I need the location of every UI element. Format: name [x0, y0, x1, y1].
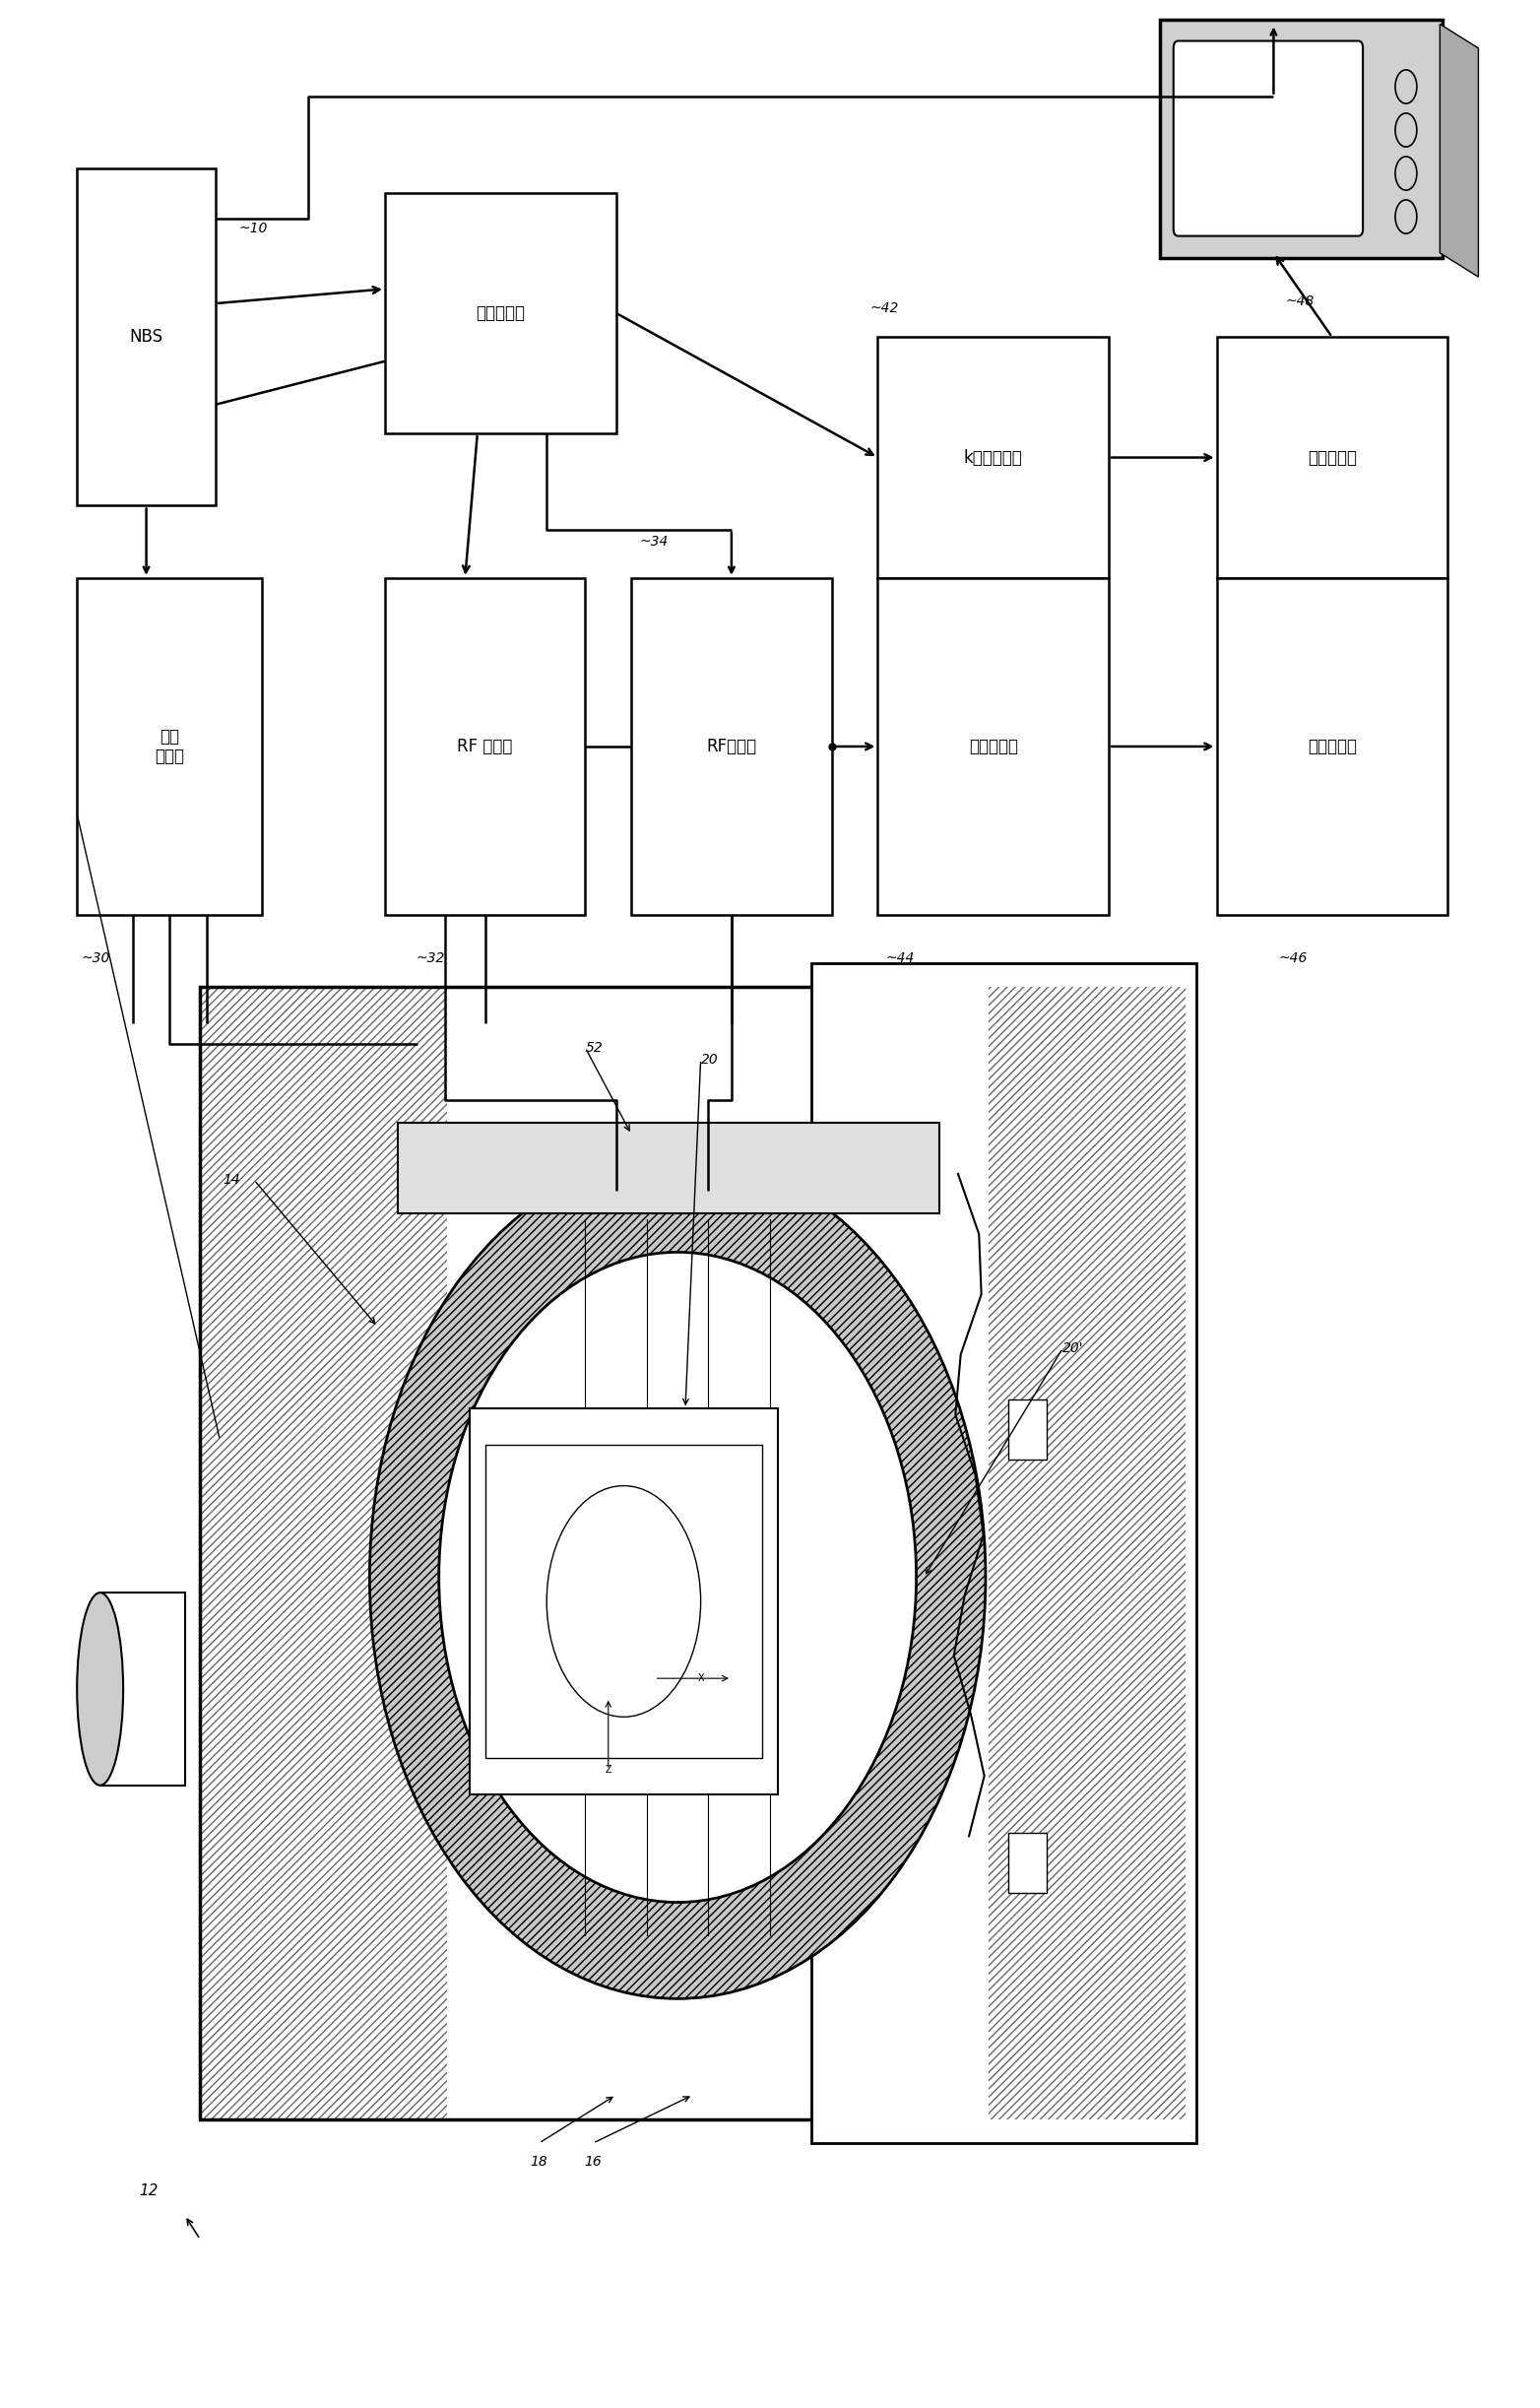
FancyBboxPatch shape [77, 169, 216, 506]
Text: 梯度
放大器: 梯度 放大器 [154, 727, 185, 766]
FancyBboxPatch shape [812, 963, 1197, 2143]
Ellipse shape [439, 1252, 916, 1902]
Text: 16: 16 [584, 2155, 602, 2170]
FancyBboxPatch shape [1217, 337, 1448, 578]
Text: ~34: ~34 [639, 535, 668, 549]
FancyBboxPatch shape [1217, 578, 1448, 915]
Ellipse shape [77, 1592, 123, 1784]
Text: Z: Z [605, 1765, 611, 1775]
Text: X: X [698, 1674, 704, 1683]
Text: 14: 14 [223, 1173, 240, 1187]
Text: ~50: ~50 [1178, 149, 1207, 164]
FancyBboxPatch shape [878, 578, 1109, 915]
FancyBboxPatch shape [485, 1445, 762, 1758]
Text: ~46: ~46 [1278, 951, 1307, 966]
Text: 52: 52 [585, 1040, 602, 1055]
Text: 视频处理器: 视频处理器 [1307, 448, 1357, 467]
FancyBboxPatch shape [385, 578, 585, 915]
Text: ~10: ~10 [239, 222, 268, 236]
Text: 18: 18 [530, 2155, 548, 2170]
FancyBboxPatch shape [1009, 1399, 1047, 1459]
FancyBboxPatch shape [470, 1409, 778, 1794]
Text: ~40: ~40 [562, 366, 591, 380]
Text: 12: 12 [139, 2184, 157, 2199]
Text: ~42: ~42 [870, 301, 899, 315]
Text: 重建处理器: 重建处理器 [969, 737, 1018, 756]
Text: 图像存储器: 图像存储器 [1307, 737, 1357, 756]
Polygon shape [1440, 24, 1478, 277]
FancyBboxPatch shape [631, 578, 832, 915]
FancyBboxPatch shape [385, 193, 616, 433]
FancyBboxPatch shape [77, 578, 262, 915]
FancyBboxPatch shape [1009, 1832, 1047, 1893]
Text: RF 发射器: RF 发射器 [457, 737, 513, 756]
Text: 序列控制器: 序列控制器 [476, 303, 525, 323]
FancyBboxPatch shape [100, 1592, 185, 1784]
Text: 20': 20' [1063, 1341, 1084, 1356]
Ellipse shape [370, 1156, 986, 1999]
FancyBboxPatch shape [878, 337, 1109, 578]
FancyBboxPatch shape [1160, 19, 1443, 258]
Text: k空间存储器: k空间存储器 [964, 448, 1023, 467]
FancyBboxPatch shape [1173, 41, 1363, 236]
Text: 20: 20 [701, 1052, 718, 1067]
Text: ~32: ~32 [416, 951, 445, 966]
Text: RF接收器: RF接收器 [707, 737, 756, 756]
Text: ~30: ~30 [82, 951, 111, 966]
Text: ~48: ~48 [1286, 294, 1315, 308]
FancyBboxPatch shape [200, 987, 1186, 2119]
Text: ~44: ~44 [885, 951, 915, 966]
Text: NBS: NBS [129, 327, 163, 347]
FancyBboxPatch shape [397, 1122, 939, 1214]
